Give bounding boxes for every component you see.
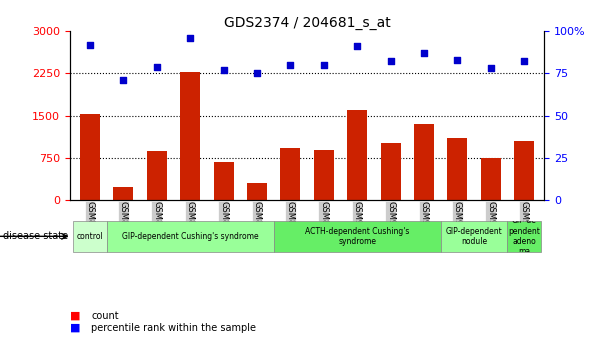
- Text: GIP-dependent Cushing's syndrome: GIP-dependent Cushing's syndrome: [122, 232, 258, 241]
- Text: ACTH-dependent Cushing's
syndrome: ACTH-dependent Cushing's syndrome: [305, 227, 409, 246]
- Bar: [447, 138, 468, 200]
- Bar: [147, 151, 167, 200]
- Point: [519, 59, 529, 64]
- Point: [452, 57, 462, 62]
- Bar: [414, 124, 434, 200]
- Point: [486, 66, 496, 71]
- Text: ■: ■: [70, 323, 80, 333]
- Bar: [106, 221, 274, 252]
- Bar: [514, 141, 534, 200]
- Point: [252, 71, 262, 76]
- Bar: [213, 162, 233, 200]
- Bar: [441, 221, 508, 252]
- Bar: [247, 183, 267, 200]
- Bar: [347, 110, 367, 200]
- Bar: [180, 72, 200, 200]
- Text: control: control: [77, 232, 103, 241]
- Text: percentile rank within the sample: percentile rank within the sample: [91, 323, 256, 333]
- Point: [119, 77, 128, 83]
- Text: GIP-de
pendent
adeno
ma: GIP-de pendent adeno ma: [508, 216, 540, 256]
- Point: [185, 35, 195, 41]
- Bar: [73, 221, 106, 252]
- Point: [219, 67, 229, 73]
- Point: [419, 50, 429, 56]
- Text: disease state: disease state: [3, 231, 68, 241]
- Bar: [481, 158, 501, 200]
- Bar: [314, 150, 334, 200]
- Point: [85, 42, 95, 47]
- Point: [352, 43, 362, 49]
- Text: GIP-dependent
nodule: GIP-dependent nodule: [446, 227, 502, 246]
- Text: ■: ■: [70, 311, 80, 321]
- Bar: [280, 148, 300, 200]
- Point: [286, 62, 295, 68]
- Bar: [274, 221, 441, 252]
- Bar: [113, 187, 133, 200]
- Bar: [80, 114, 100, 200]
- Point: [385, 59, 395, 64]
- Point: [319, 62, 328, 68]
- Bar: [508, 221, 541, 252]
- Bar: [381, 143, 401, 200]
- Text: count: count: [91, 311, 119, 321]
- Title: GDS2374 / 204681_s_at: GDS2374 / 204681_s_at: [224, 16, 390, 30]
- Point: [152, 64, 162, 69]
